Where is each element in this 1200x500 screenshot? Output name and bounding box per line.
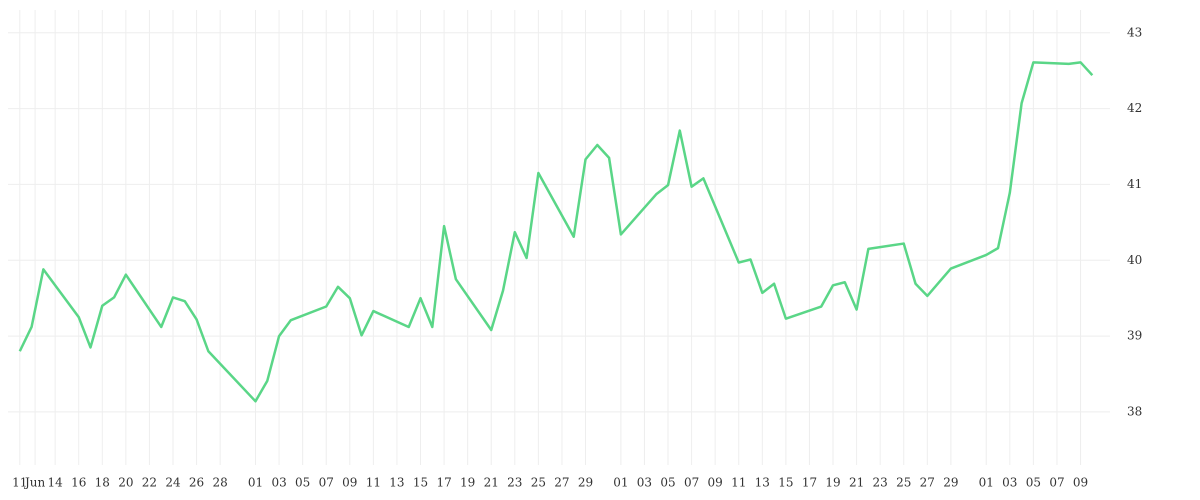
x-tick-label: 17 bbox=[802, 476, 817, 490]
x-tick-label: Jun bbox=[23, 476, 46, 490]
x-tick-label: 28 bbox=[213, 476, 228, 490]
x-tick-label: 11 bbox=[12, 476, 27, 490]
x-tick-label: 18 bbox=[95, 476, 110, 490]
x-tick-label: 05 bbox=[295, 476, 310, 490]
x-tick-label: 21 bbox=[484, 476, 499, 490]
x-tick-label: 01 bbox=[248, 476, 263, 490]
x-tick-label: 03 bbox=[1002, 476, 1017, 490]
y-tick-label: 38 bbox=[1127, 404, 1142, 418]
x-tick-label: 29 bbox=[578, 476, 593, 490]
x-tick-label: 03 bbox=[637, 476, 652, 490]
x-tick-label: 20 bbox=[118, 476, 133, 490]
line bbox=[18, 61, 1094, 403]
x-tick-label: 16 bbox=[71, 476, 86, 490]
x-tick-label: 29 bbox=[943, 476, 958, 490]
x-tick-label: 26 bbox=[189, 476, 204, 490]
x-tick-label: 05 bbox=[660, 476, 675, 490]
x-tick-label: 09 bbox=[1073, 476, 1088, 490]
x-tick-label: 24 bbox=[165, 476, 181, 490]
x-tick-label: 17 bbox=[436, 476, 451, 490]
x-tick-label: 21 bbox=[849, 476, 864, 490]
x-tick-label: 07 bbox=[684, 476, 699, 490]
x-tick-label: 03 bbox=[271, 476, 286, 490]
x-tick-label: 19 bbox=[825, 476, 840, 490]
x-tick-label: 27 bbox=[554, 476, 569, 490]
x-tick-label: 25 bbox=[896, 476, 911, 490]
y-tick-label: 39 bbox=[1127, 329, 1142, 343]
x-tick-label: 11 bbox=[366, 476, 381, 490]
x-tick-label: 05 bbox=[1026, 476, 1041, 490]
x-tick-label: 13 bbox=[389, 476, 404, 490]
x-tick-label: 09 bbox=[708, 476, 723, 490]
x-tick-label: 15 bbox=[413, 476, 428, 490]
x-tick-label: 27 bbox=[920, 476, 935, 490]
x-tick-label: 25 bbox=[531, 476, 546, 490]
x-tick-label: 07 bbox=[1049, 476, 1064, 490]
y-tick-label: 42 bbox=[1127, 101, 1142, 115]
x-tick-label: 13 bbox=[755, 476, 770, 490]
x-tick-label: 22 bbox=[142, 476, 157, 490]
x-tick-label: 01 bbox=[979, 476, 994, 490]
y-tick-label: 43 bbox=[1127, 25, 1142, 39]
y-tick-label: 41 bbox=[1127, 177, 1142, 191]
x-tick-label: 15 bbox=[778, 476, 793, 490]
x-tick-label: 01 bbox=[613, 476, 628, 490]
x-tick-label: 14 bbox=[48, 476, 64, 490]
y-tick-label: 40 bbox=[1127, 253, 1142, 267]
x-tick-label: 11 bbox=[731, 476, 746, 490]
x-tick-label: 23 bbox=[507, 476, 522, 490]
x-tick-label: 23 bbox=[873, 476, 888, 490]
x-tick-label: 07 bbox=[319, 476, 334, 490]
x-tick-label: 09 bbox=[342, 476, 357, 490]
x-tick-label: 19 bbox=[460, 476, 475, 490]
